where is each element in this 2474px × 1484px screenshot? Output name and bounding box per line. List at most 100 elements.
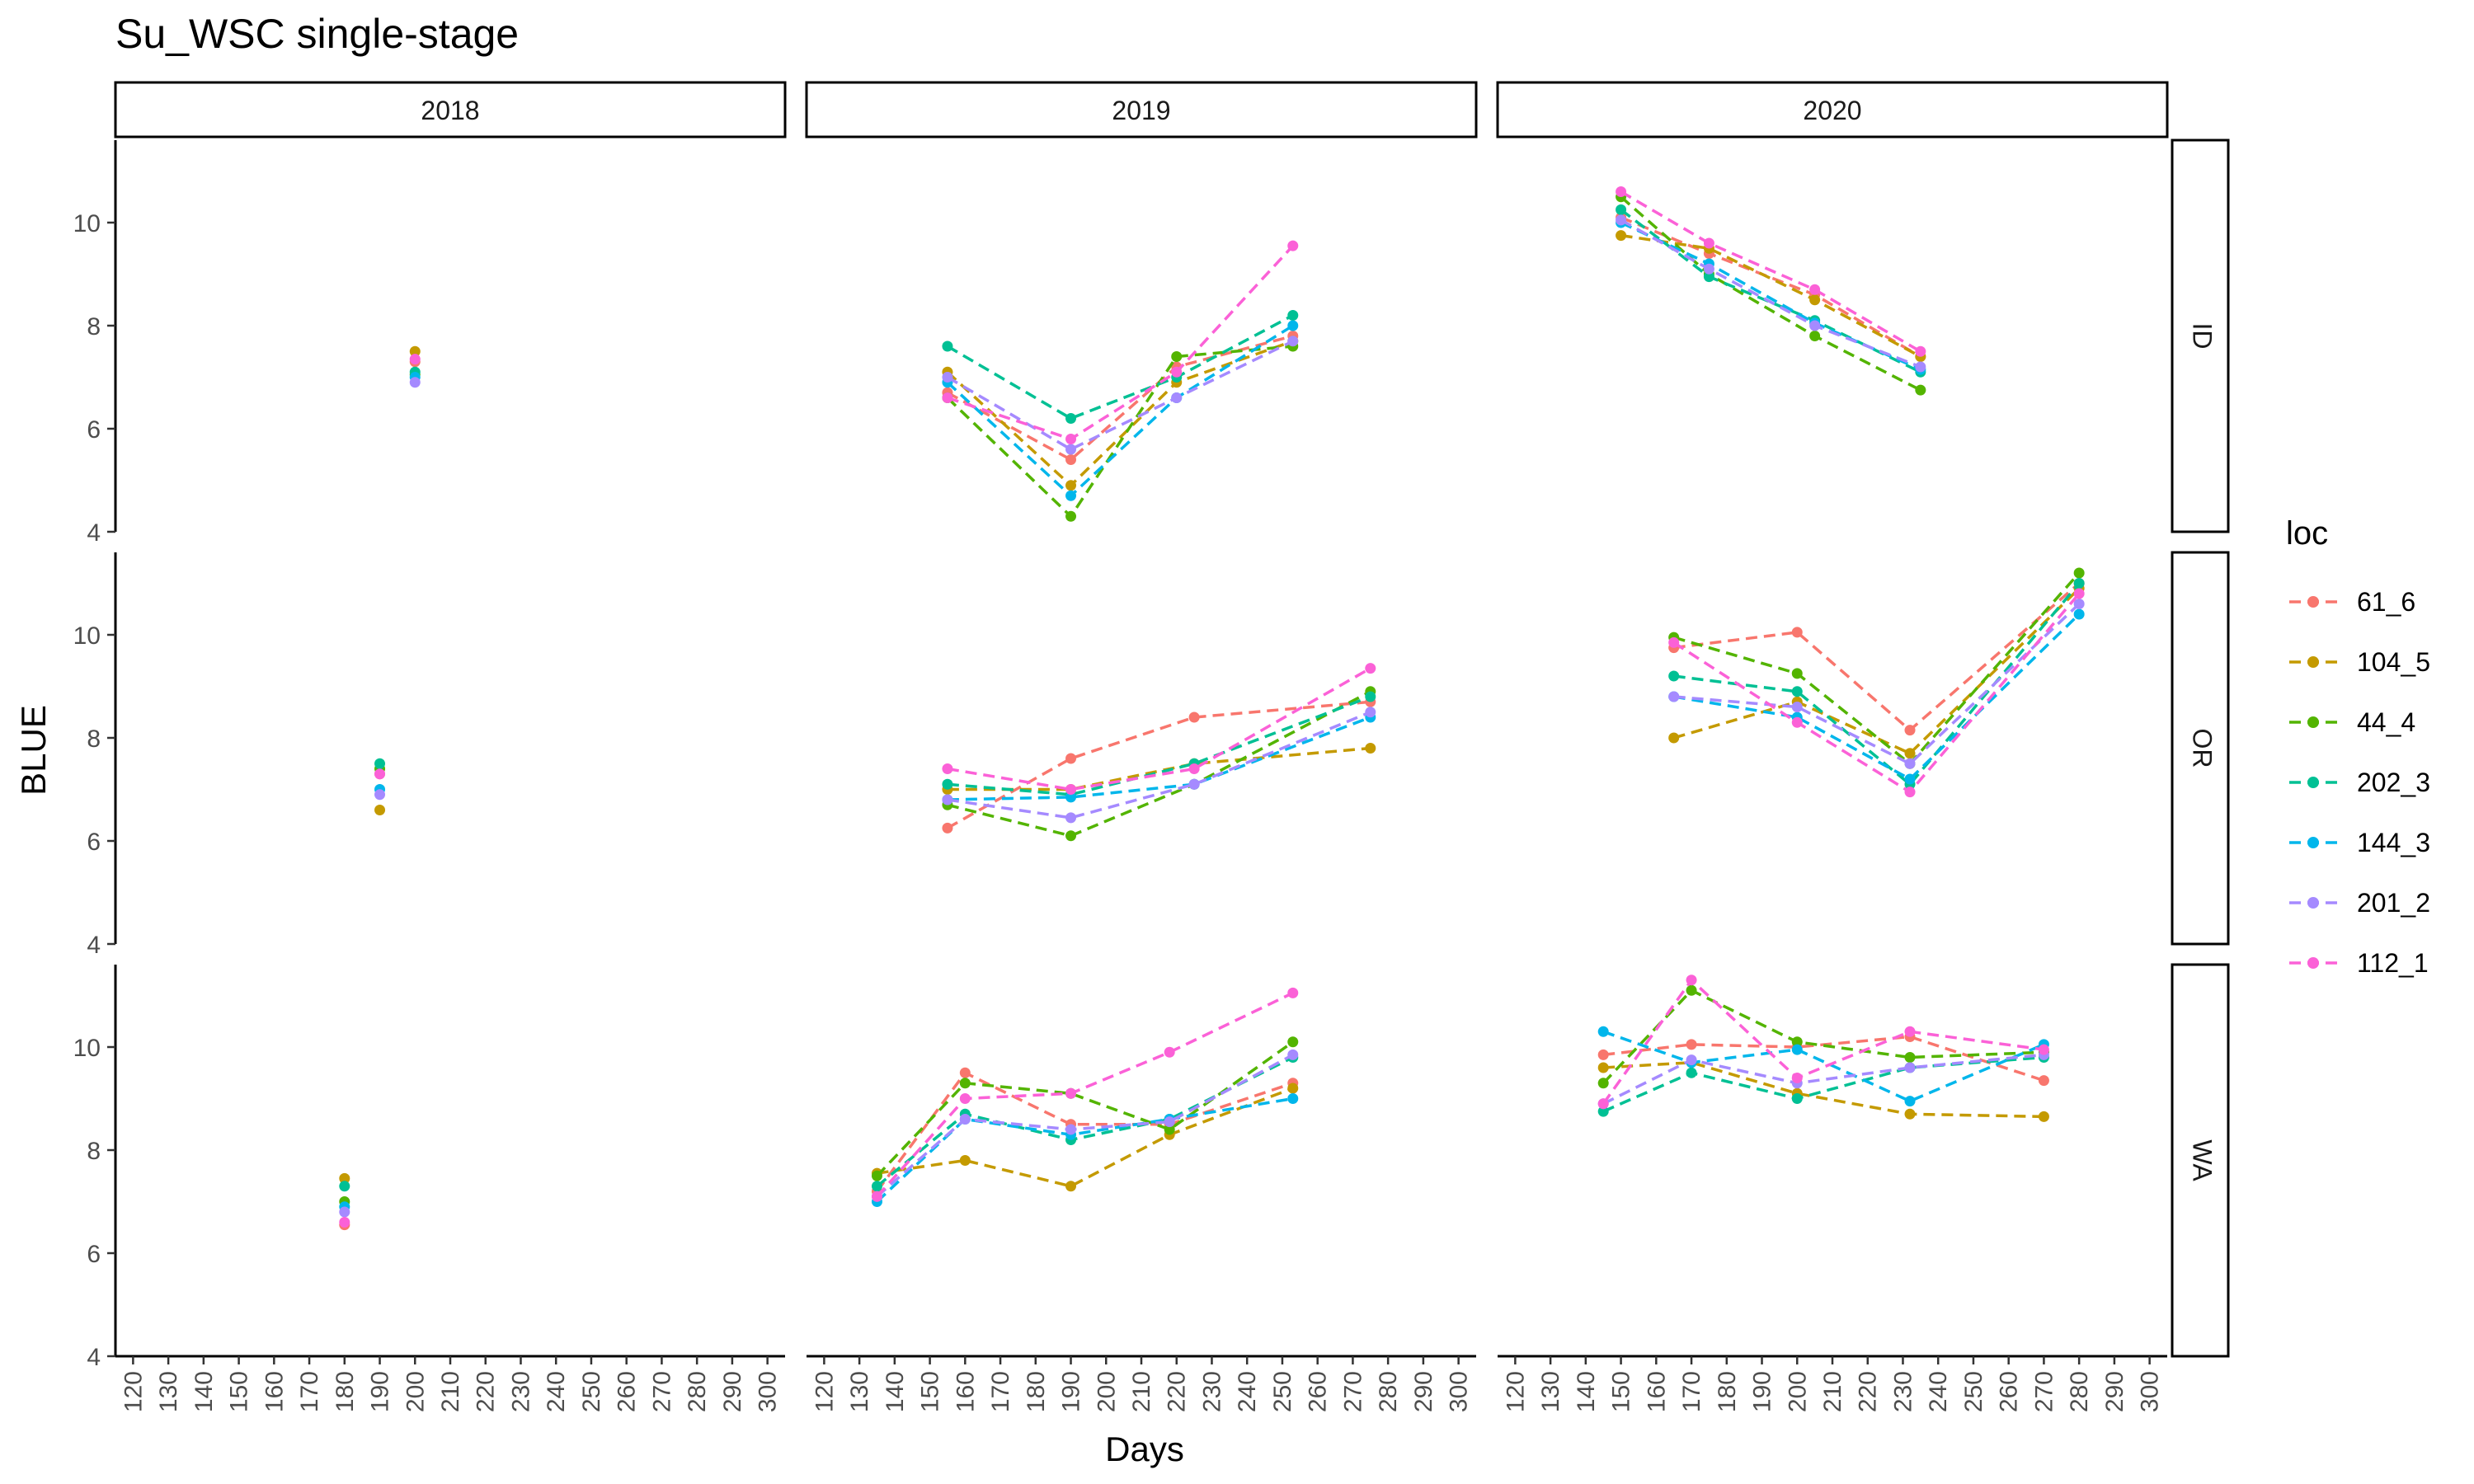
data-point-104_5: [959, 1155, 971, 1166]
data-point-44_4: [959, 1078, 971, 1089]
facet-strip-row-WA: [2171, 963, 2230, 1358]
data-point-144_3: [1597, 1026, 1609, 1037]
series-line-104_5: [877, 1087, 1294, 1188]
facet-strip-col-2018: [114, 81, 787, 139]
series-line-61_6: [1602, 1035, 2044, 1082]
series-line-61_6: [947, 334, 1294, 462]
data-point-61_6: [942, 822, 953, 834]
data-point-44_4: [1915, 384, 1926, 396]
data-point-112_1: [1597, 1098, 1609, 1110]
chart-title: Su_WSC single-stage: [115, 11, 519, 57]
data-point-44_4: [2073, 567, 2085, 579]
x-tick-label: 140: [1573, 1371, 1600, 1412]
series-line-44_4: [1602, 989, 2044, 1085]
x-tick-label: 300: [2137, 1371, 2164, 1412]
x-tick-label: 170: [296, 1371, 323, 1412]
data-point-112_1: [1171, 366, 1183, 378]
data-point-201_2: [959, 1114, 971, 1125]
series-line-44_4: [946, 345, 1293, 519]
data-point-112_1: [1904, 787, 1916, 798]
x-tick-label: 240: [1925, 1371, 1952, 1412]
y-tick-label: 4: [87, 1344, 101, 1371]
x-tick-label: 250: [578, 1371, 605, 1412]
series-line-202_3: [1673, 582, 2081, 787]
legend-key-point: [2307, 716, 2319, 728]
facet-strip-row-OR: [2171, 551, 2230, 946]
data-point-104_5: [409, 345, 421, 357]
legend-label: 201_2: [2357, 888, 2430, 918]
data-point-112_1: [1791, 1073, 1803, 1083]
x-tick-label: 290: [2101, 1371, 2128, 1412]
data-point-61_6: [959, 1067, 971, 1078]
data-point-202_3: [1597, 1106, 1609, 1117]
series-line-112_1: [947, 667, 1371, 791]
data-point-202_3: [1686, 1067, 1697, 1078]
data-point-144_3: [1904, 773, 1916, 785]
series-line-202_3: [947, 313, 1294, 420]
series-line-44_4: [1673, 571, 2081, 766]
data-point-202_3: [2073, 578, 2085, 589]
series-line-202_3: [1602, 1055, 2044, 1113]
legend-label: 44_4: [2357, 707, 2415, 737]
data-point-201_2: [1171, 392, 1183, 403]
data-point-112_1: [942, 392, 953, 403]
data-point-202_3: [1668, 670, 1680, 682]
data-point-104_5: [2038, 1111, 2049, 1122]
data-point-144_3: [1791, 1044, 1803, 1055]
series-line-104_5: [1673, 587, 2081, 755]
series-line-104_5: [947, 746, 1371, 791]
data-point-112_1: [942, 763, 953, 774]
x-tick-label: 160: [1643, 1371, 1670, 1412]
data-point-201_2: [1668, 691, 1680, 702]
data-point-112_1: [1065, 1087, 1077, 1099]
data-point-201_2: [339, 1206, 350, 1218]
x-tick-label: 220: [1164, 1371, 1191, 1412]
x-tick-label: 120: [120, 1371, 147, 1412]
series-line-201_2: [947, 340, 1294, 451]
legend-title: loc: [2286, 515, 2328, 552]
x-tick-label: 130: [1537, 1371, 1564, 1412]
series-line-112_1: [947, 244, 1295, 441]
x-tick-label: 280: [2066, 1371, 2093, 1412]
data-point-104_5: [1065, 1181, 1077, 1192]
data-point-112_1: [2038, 1044, 2049, 1055]
series-line-104_5: [946, 340, 1294, 488]
x-tick-label: 170: [1678, 1371, 1705, 1412]
legend-label: 144_3: [2357, 828, 2430, 857]
data-point-104_5: [1365, 743, 1376, 754]
legend: loc 61_6 104_5 44_4 202_3 144_3 201_2 112_1: [2286, 515, 2430, 978]
legend-item-202_3: 202_3: [2289, 768, 2430, 797]
data-point-201_2: [1791, 702, 1803, 712]
series-line-61_6: [947, 700, 1371, 829]
data-point-112_1: [1809, 284, 1821, 295]
data-point-144_3: [2073, 608, 2085, 620]
data-point-201_2: [1904, 1062, 1916, 1073]
x-tick-label: 190: [1058, 1371, 1085, 1412]
data-point-112_1: [339, 1217, 350, 1228]
x-tick-label: 190: [367, 1371, 394, 1412]
y-tick-label: 4: [87, 932, 101, 959]
data-point-104_5: [1904, 748, 1916, 759]
series-line-144_3: [876, 1097, 1294, 1203]
x-tick-label: 130: [846, 1371, 873, 1412]
x-tick-label: 180: [1714, 1371, 1741, 1412]
data-point-201_2: [2073, 599, 2085, 609]
data-point-104_5: [1616, 230, 1627, 242]
data-point-201_2: [409, 377, 421, 388]
series-line-112_1: [1602, 978, 2044, 1105]
data-point-202_3: [1703, 271, 1714, 283]
data-point-112_1: [1616, 186, 1627, 197]
data-point-44_4: [1287, 1036, 1299, 1048]
y-tick-label: 10: [73, 210, 101, 237]
facet-strip-label: 2019: [1112, 96, 1170, 125]
data-point-44_4: [1597, 1078, 1609, 1089]
data-point-104_5: [1597, 1062, 1609, 1073]
legend-item-144_3: 144_3: [2289, 828, 2430, 857]
facet-strip-label: OR: [2188, 729, 2218, 768]
x-axis-title: Days: [1105, 1430, 1184, 1468]
series-line-202_3: [1620, 209, 1921, 373]
x-tick-label: 180: [332, 1371, 359, 1412]
data-point-104_5: [339, 1172, 350, 1184]
x-tick-label: 160: [952, 1371, 979, 1412]
x-tick-label: 280: [684, 1371, 711, 1412]
